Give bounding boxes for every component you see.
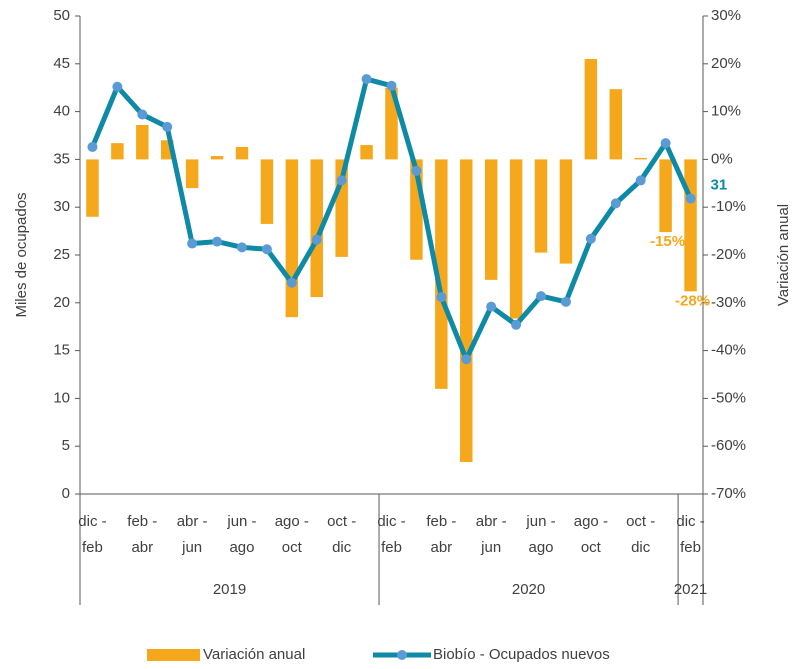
marker: [610, 198, 621, 209]
x-group-label: 2020: [512, 581, 545, 598]
marker: [87, 141, 98, 152]
marker: [461, 354, 472, 365]
y2-tick-label: 20%: [711, 55, 741, 72]
y2-tick-label: -70%: [711, 485, 746, 502]
marker: [236, 242, 247, 253]
marker: [486, 301, 497, 312]
marker: [112, 81, 123, 92]
y2-axis-label: Variación anual: [775, 204, 792, 306]
marker: [187, 238, 198, 249]
x-tick-label: jun - ago: [227, 513, 257, 556]
y-tick-label: 40: [53, 103, 70, 120]
bar: [634, 157, 647, 160]
x-tick-label: jun - ago: [526, 513, 556, 556]
bar: [285, 159, 299, 318]
data-label: 31: [711, 177, 728, 194]
marker: [560, 296, 571, 307]
y-axis-label: Miles de ocupados: [13, 192, 30, 317]
bar: [86, 159, 99, 217]
legend-swatch: [147, 649, 200, 661]
y-tick-label: 20: [53, 294, 70, 311]
x-tick-label: abr - jun: [475, 513, 507, 556]
legend-marker: [397, 650, 407, 660]
marker: [361, 74, 372, 85]
bar: [584, 59, 598, 160]
bar: [609, 89, 623, 160]
y-tick-label: 10: [53, 389, 70, 406]
bar: [136, 124, 149, 160]
y2-tick-label: -60%: [711, 437, 746, 454]
marker: [660, 138, 671, 149]
x-tick-label: ago - oct: [274, 513, 309, 556]
x-group-label: 2021: [674, 581, 707, 598]
bar: [435, 159, 448, 389]
x-tick-label: dic - feb: [377, 513, 406, 556]
x-tick-label: ago - oct: [573, 513, 608, 556]
y2-tick-label: 0%: [711, 150, 733, 167]
marker: [411, 165, 422, 176]
y2-tick-label: -40%: [711, 342, 746, 359]
bar: [659, 159, 672, 233]
bar: [260, 159, 274, 224]
y2-tick-label: 30%: [711, 7, 741, 24]
legend-label: Variación anual: [203, 646, 305, 663]
y2-tick-label: -50%: [711, 389, 746, 406]
bar: [185, 159, 199, 189]
marker: [685, 193, 696, 204]
marker: [436, 292, 447, 303]
bar: [509, 159, 523, 319]
marker: [511, 319, 522, 330]
y-tick-label: 5: [62, 437, 70, 454]
y-tick-label: 15: [53, 342, 70, 359]
bar: [111, 143, 124, 160]
x-tick-label: feb - abr: [426, 513, 457, 556]
data-label: -28%: [675, 292, 710, 309]
bar: [235, 146, 249, 160]
y-tick-label: 25: [53, 246, 70, 263]
bar: [210, 156, 224, 160]
y-tick-label: 35: [53, 150, 70, 167]
bar: [460, 159, 473, 462]
y-tick-label: 45: [53, 55, 70, 72]
bar: [684, 159, 697, 292]
marker: [261, 244, 272, 255]
y2-tick-label: -20%: [711, 246, 746, 263]
x-tick-label: dic - feb: [676, 513, 705, 556]
marker: [386, 80, 397, 91]
marker: [286, 277, 297, 288]
x-group-label: 2019: [213, 581, 246, 598]
y2-tick-label: 10%: [711, 103, 741, 120]
data-label: -15%: [650, 233, 685, 250]
y2-tick-label: -10%: [711, 198, 746, 215]
legend-label: Biobío - Ocupados nuevos: [433, 646, 610, 663]
x-tick-label: dic - feb: [78, 513, 107, 556]
marker: [162, 121, 173, 132]
bar: [310, 159, 323, 298]
marker: [212, 236, 223, 247]
x-tick-label: abr - jun: [176, 513, 208, 556]
marker: [536, 291, 547, 302]
bar: [534, 159, 548, 253]
bar: [559, 159, 573, 264]
marker: [635, 175, 646, 186]
marker: [336, 175, 347, 186]
marker: [311, 234, 322, 245]
bar: [385, 87, 398, 160]
y-tick-label: 50: [53, 7, 70, 24]
y2-tick-label: -30%: [711, 294, 746, 311]
bar: [360, 145, 373, 160]
y-tick-label: 0: [62, 485, 70, 502]
x-tick-label: oct - dic: [327, 513, 357, 556]
marker: [585, 233, 596, 244]
bar: [484, 159, 498, 280]
x-tick-label: oct - dic: [626, 513, 656, 556]
marker: [137, 109, 148, 120]
y-tick-label: 30: [53, 198, 70, 215]
x-tick-label: feb - abr: [127, 513, 158, 556]
